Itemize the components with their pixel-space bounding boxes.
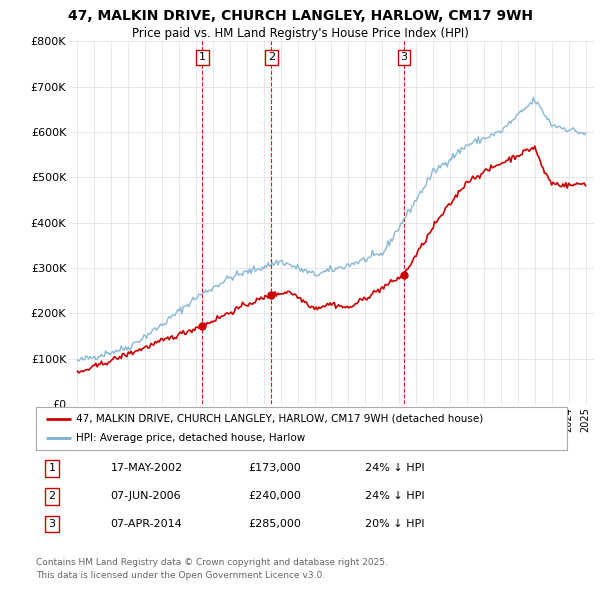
Text: £173,000: £173,000 — [248, 463, 301, 473]
Text: 3: 3 — [400, 53, 407, 63]
Text: This data is licensed under the Open Government Licence v3.0.: This data is licensed under the Open Gov… — [36, 571, 325, 579]
Text: 17-MAY-2002: 17-MAY-2002 — [110, 463, 182, 473]
Text: 24% ↓ HPI: 24% ↓ HPI — [365, 491, 425, 501]
Text: 07-JUN-2006: 07-JUN-2006 — [110, 491, 181, 501]
Text: 20% ↓ HPI: 20% ↓ HPI — [365, 519, 425, 529]
Text: 1: 1 — [49, 463, 55, 473]
Text: 47, MALKIN DRIVE, CHURCH LANGLEY, HARLOW, CM17 9WH (detached house): 47, MALKIN DRIVE, CHURCH LANGLEY, HARLOW… — [76, 414, 483, 424]
Text: 07-APR-2014: 07-APR-2014 — [110, 519, 182, 529]
Text: 3: 3 — [49, 519, 55, 529]
Text: £240,000: £240,000 — [248, 491, 301, 501]
Text: 1: 1 — [199, 53, 206, 63]
Text: 24% ↓ HPI: 24% ↓ HPI — [365, 463, 425, 473]
Text: 2: 2 — [268, 53, 275, 63]
Text: 47, MALKIN DRIVE, CHURCH LANGLEY, HARLOW, CM17 9WH: 47, MALKIN DRIVE, CHURCH LANGLEY, HARLOW… — [67, 9, 533, 23]
Text: Contains HM Land Registry data © Crown copyright and database right 2025.: Contains HM Land Registry data © Crown c… — [36, 558, 388, 566]
Text: £285,000: £285,000 — [248, 519, 301, 529]
Text: 2: 2 — [49, 491, 55, 501]
Text: Price paid vs. HM Land Registry's House Price Index (HPI): Price paid vs. HM Land Registry's House … — [131, 27, 469, 40]
Text: HPI: Average price, detached house, Harlow: HPI: Average price, detached house, Harl… — [76, 433, 305, 443]
